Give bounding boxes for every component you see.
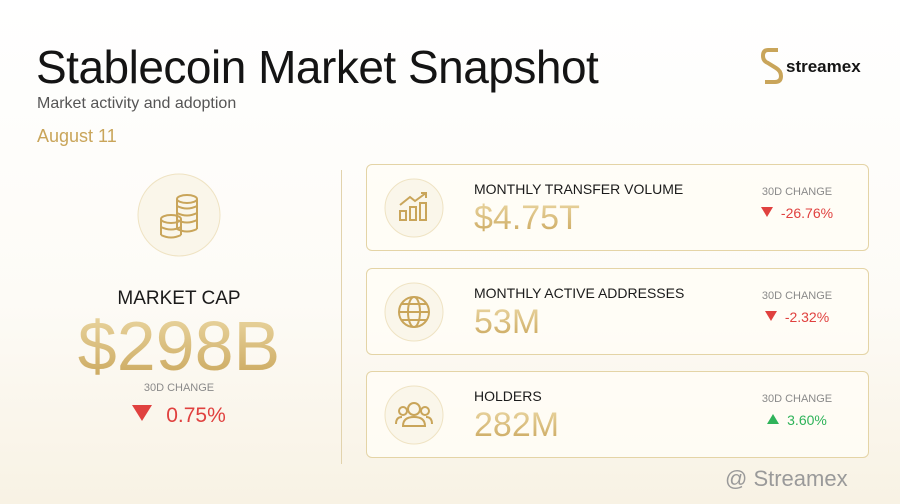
- metric-label: MONTHLY TRANSFER VOLUME: [474, 181, 684, 197]
- metric-label: MONTHLY ACTIVE ADDRESSES: [474, 285, 685, 301]
- brand-name: streamex: [786, 57, 861, 76]
- market-cap-change: 0.75%: [60, 404, 298, 428]
- market-cap-label: MARKET CAP: [117, 288, 241, 309]
- chart-icon: [384, 178, 444, 238]
- metric-change: -2.32%: [742, 309, 852, 325]
- change-value: -2.32%: [784, 309, 830, 325]
- metric-change: 3.60%: [742, 412, 852, 428]
- coins-icon: [137, 173, 221, 257]
- change-value: 3.60%: [787, 412, 827, 428]
- watermark: @ Streamex: [725, 466, 848, 491]
- change-label: 30D CHANGE: [761, 290, 833, 302]
- metric-value: 53M: [474, 303, 541, 341]
- date: August 11: [37, 126, 117, 146]
- change-value: -26.76%: [780, 205, 834, 221]
- metric-change: -26.76%: [742, 205, 852, 221]
- title: Stablecoin Market Snapshot: [36, 41, 599, 93]
- metric-card: MONTHLY TRANSFER VOLUME $4.75T 30D CHANG…: [366, 164, 869, 251]
- metric-value: 282M: [474, 406, 560, 444]
- users-icon: [384, 385, 444, 445]
- trend-arrow: [764, 311, 777, 321]
- market-cap-value: $298B: [40, 308, 318, 384]
- change-value: 0.75%: [166, 404, 226, 427]
- brand-logo: [760, 48, 784, 84]
- globe-icon: [384, 282, 444, 342]
- subtitle: Market activity and adoption: [37, 95, 237, 112]
- metric-label: HOLDERS: [474, 388, 542, 404]
- metric-card: MONTHLY ACTIVE ADDRESSES 53M 30D CHANGE …: [366, 268, 869, 355]
- change-label: 30D CHANGE: [761, 393, 833, 405]
- change-label: 30D CHANGE: [761, 186, 833, 198]
- trend-arrow: [767, 414, 780, 424]
- trend-arrow: [132, 405, 153, 421]
- metric-card: HOLDERS 282M 30D CHANGE 3.60%: [366, 371, 869, 458]
- metric-value: $4.75T: [474, 199, 580, 237]
- change-label: 30D CHANGE: [143, 382, 215, 394]
- divider: [341, 170, 342, 464]
- trend-arrow: [760, 207, 773, 217]
